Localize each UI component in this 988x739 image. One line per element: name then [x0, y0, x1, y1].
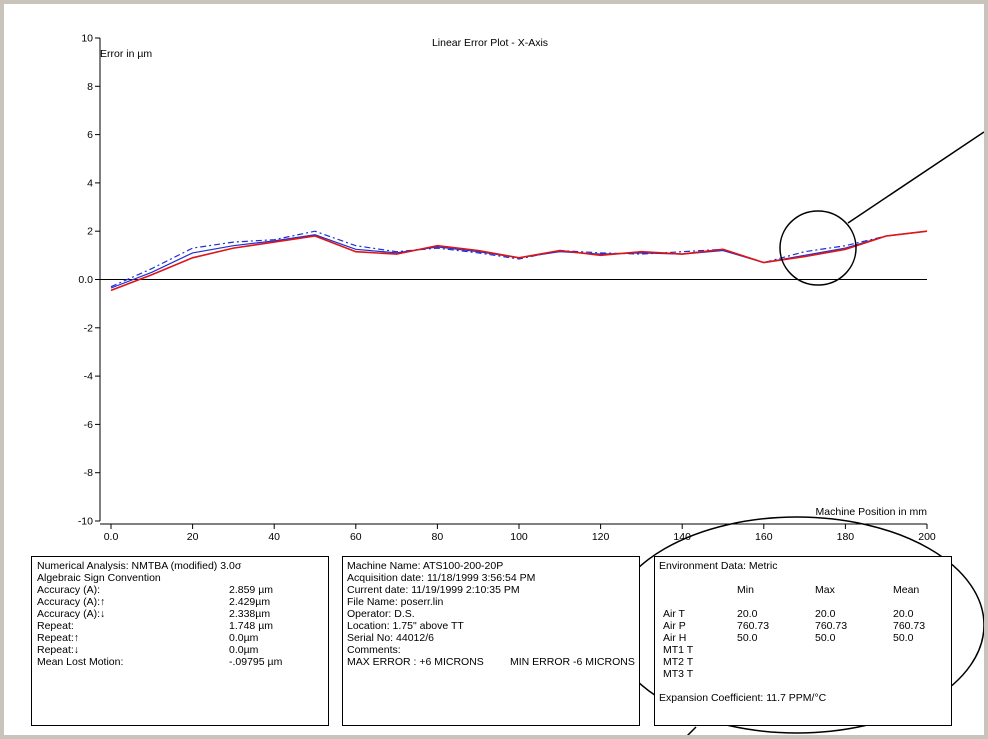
- env-label: MT3 T: [663, 668, 694, 680]
- series-layer: [110, 230, 928, 292]
- analysis-label: Accuracy (A):↑: [37, 596, 106, 608]
- env-min: 50.0: [737, 632, 758, 644]
- header-max: Max: [815, 584, 835, 596]
- operator: Operator: D.S.: [347, 608, 415, 620]
- analysis-row: Repeat:↓ 0.0µm: [37, 644, 323, 656]
- env-mean: 760.73: [893, 620, 926, 632]
- environment-row: Air H 50.0 50.0 50.0: [659, 632, 947, 644]
- env-max: 50.0: [815, 632, 836, 644]
- env-mean: 50.0: [893, 632, 914, 644]
- x-tick-label: 180: [837, 531, 855, 543]
- env-min: 760.73: [737, 620, 770, 632]
- environment-row: Air P 760.73 760.73 760.73: [659, 620, 947, 632]
- analysis-row: Mean Lost Motion: -.09795 µm: [37, 656, 323, 668]
- x-tick-label: 40: [268, 531, 280, 543]
- analysis-label: Accuracy (A):: [37, 584, 101, 596]
- expansion-coefficient: Expansion Coefficient: 11.7 PPM/°C: [659, 692, 827, 704]
- env-max: 760.73: [815, 620, 848, 632]
- x-tick-label: 60: [350, 531, 362, 543]
- y-tick-label: -10: [78, 516, 93, 528]
- analysis-row: Accuracy (A):↑ 2.429µm: [37, 596, 323, 608]
- env-min: 20.0: [737, 608, 758, 620]
- analysis-label: Mean Lost Motion:: [37, 656, 124, 668]
- axes: 10 8 6 4 2 0.0 -2 -4 -6 -8 -10 0.0 20 40 60 80 100 120 140…: [78, 33, 936, 544]
- analysis-value: 0.0µm: [229, 644, 259, 656]
- analysis-value: 1.748 µm: [229, 620, 273, 632]
- analysis-value: 2.338µm: [229, 608, 271, 620]
- header-min: Min: [737, 584, 754, 596]
- analysis-label: Accuracy (A):↓: [37, 608, 106, 620]
- analysis-value: 2.859 µm: [229, 584, 273, 596]
- y-tick-label: -2: [84, 322, 93, 334]
- x-tick-label: 200: [918, 531, 936, 543]
- y-axis-label: Error in µm: [100, 48, 152, 60]
- env-label: MT2 T: [663, 656, 694, 668]
- env-label: Air T: [663, 608, 685, 620]
- analysis-value: 0.0µm: [229, 632, 259, 644]
- chart-title: Linear Error Plot - X-Axis: [432, 37, 548, 49]
- sign-convention: Algebraic Sign Convention: [37, 572, 161, 584]
- analysis-row: Accuracy (A): 2.859 µm: [37, 584, 323, 596]
- environment-row: MT1 T: [659, 644, 947, 656]
- analysis-row: Repeat: 1.748 µm: [37, 620, 323, 632]
- series-line-3: [110, 230, 928, 292]
- x-tick-label: 140: [673, 531, 691, 543]
- x-tick-label: 120: [592, 531, 610, 543]
- numerical-analysis-box: Numerical Analysis: NMTBA (modified) 3.0…: [31, 556, 329, 726]
- max-error: MAX ERROR : +6 MICRONS: [347, 656, 484, 668]
- env-max: 20.0: [815, 608, 836, 620]
- y-tick-label: -4: [84, 371, 93, 383]
- header-mean: Mean: [893, 584, 920, 596]
- y-tick-label: 6: [87, 129, 93, 141]
- env-label: Air H: [663, 632, 687, 644]
- y-tick-label: 10: [81, 33, 93, 45]
- y-tick-label: -8: [84, 467, 93, 479]
- report-page: Linear Error Plot - X-Axis Error in µm M…: [4, 4, 984, 735]
- analysis-label: Repeat:↑: [37, 632, 80, 644]
- x-tick-label: 100: [510, 531, 528, 543]
- annotation-circle-small: [779, 210, 857, 286]
- environment-row: Air T 20.0 20.0 20.0: [659, 608, 947, 620]
- x-tick-label: 80: [432, 531, 444, 543]
- location: Location: 1.75" above TT: [347, 620, 464, 632]
- analysis-label: Repeat:: [37, 620, 74, 632]
- annotation-pointer-upper: [847, 131, 984, 224]
- analysis-title: Numerical Analysis: NMTBA (modified) 3.0…: [37, 560, 242, 572]
- environment-row: MT2 T: [659, 656, 947, 668]
- min-error: MIN ERROR -6 MICRONS: [510, 656, 635, 668]
- error-comment: MAX ERROR : +6 MICRONS MIN ERROR -6 MICR…: [347, 656, 635, 668]
- x-axis-label: Machine Position in mm: [816, 506, 928, 518]
- environment-row: MT3 T: [659, 668, 947, 680]
- linear-error-chart: Linear Error Plot - X-Axis Error in µm M…: [78, 33, 984, 735]
- x-tick-label: 20: [187, 531, 199, 543]
- series-line-2: [110, 230, 928, 288]
- y-tick-label: -6: [84, 419, 93, 431]
- comments-label: Comments:: [347, 644, 401, 656]
- x-tick-label: 0.0: [104, 531, 119, 543]
- analysis-label: Repeat:↓: [37, 644, 80, 656]
- acquisition-date: Acquisition date: 11/18/1999 3:56:54 PM: [347, 572, 536, 584]
- current-date: Current date: 11/19/1999 2:10:35 PM: [347, 584, 520, 596]
- analysis-row: Repeat:↑ 0.0µm: [37, 632, 323, 644]
- y-tick-label: 8: [87, 81, 93, 93]
- y-tick-label: 0.0: [78, 274, 93, 286]
- analysis-row: Accuracy (A):↓ 2.338µm: [37, 608, 323, 620]
- environment-data-box: Environment Data: Metric Min Max Mean Ai…: [654, 556, 952, 726]
- machine-name: Machine Name: ATS100-200-20P: [347, 560, 504, 572]
- y-tick-label: 4: [87, 177, 93, 189]
- analysis-value: 2.429µm: [229, 596, 271, 608]
- file-name: File Name: poserr.lin: [347, 596, 444, 608]
- environment-header-row: Min Max Mean: [659, 584, 947, 596]
- annotation-pointer-lower: [686, 726, 697, 735]
- env-mean: 20.0: [893, 608, 914, 620]
- env-label: Air P: [663, 620, 686, 632]
- environment-title: Environment Data: Metric: [659, 560, 778, 572]
- env-label: MT1 T: [663, 644, 694, 656]
- machine-info-box: Machine Name: ATS100-200-20P Acquisition…: [342, 556, 640, 726]
- y-tick-label: 2: [87, 226, 93, 238]
- serial-no: Serial No: 44012/6: [347, 632, 434, 644]
- x-tick-label: 160: [755, 531, 773, 543]
- analysis-value: -.09795 µm: [229, 656, 283, 668]
